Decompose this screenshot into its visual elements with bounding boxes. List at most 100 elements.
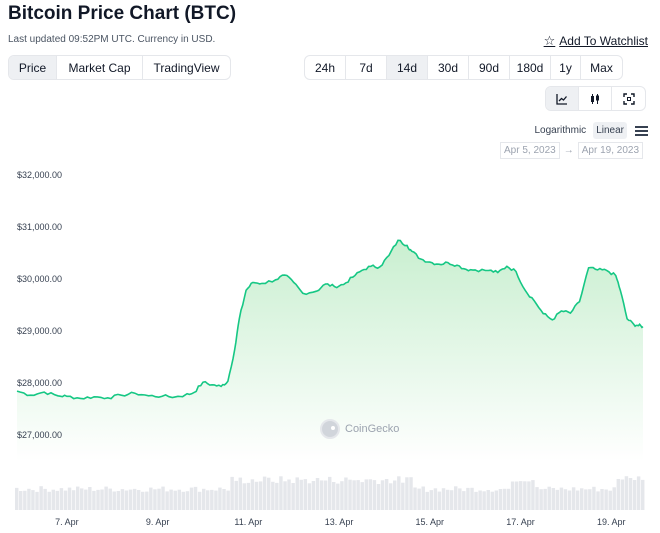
volume-bar (100, 489, 104, 510)
volume-bar (210, 489, 214, 510)
scale-linear[interactable]: Linear (593, 122, 627, 139)
volume-bar (222, 489, 226, 510)
volume-bar (437, 491, 442, 510)
fullscreen-button[interactable] (612, 87, 645, 110)
volume-bar (189, 487, 194, 510)
volume-bar (104, 486, 108, 510)
volume-bar (88, 487, 92, 510)
volume-bar (35, 491, 39, 510)
volume-bar (169, 489, 173, 510)
range-max[interactable]: Max (590, 60, 613, 75)
x-tick-label: 9. Apr (146, 517, 170, 527)
volume-bar (165, 491, 169, 510)
y-tick-label: $32,000.00 (17, 170, 62, 180)
volume-bar (397, 476, 401, 510)
volume-bar (161, 486, 165, 510)
volume-bar (449, 490, 454, 510)
y-tick-label: $30,000.00 (17, 274, 62, 284)
scale-toggle: Logarithmic Linear (531, 122, 648, 139)
volume-bar (384, 479, 389, 510)
volume-bar (596, 491, 600, 510)
volume-bar (588, 489, 592, 510)
volume-bars (15, 476, 645, 510)
volume-bar (307, 483, 312, 510)
volume-bar (620, 479, 625, 510)
volume-bar (636, 476, 641, 510)
volume-bar (128, 489, 133, 510)
price-chart[interactable]: $32,000.00 $31,000.00 $30,000.00 $29,000.00… (0, 160, 660, 533)
volume-bar (401, 482, 405, 510)
volume-bar (478, 490, 482, 510)
volume-bar (462, 491, 466, 510)
volume-bar (413, 487, 417, 510)
volume-bar (543, 488, 547, 510)
volume-bar (67, 487, 72, 510)
date-to-input[interactable]: Apr 19, 2023 (577, 142, 643, 159)
volume-bar (185, 491, 190, 510)
volume-bar (527, 481, 531, 510)
volume-bar (254, 481, 259, 510)
volume-bar (315, 478, 320, 510)
volume-bar (641, 479, 645, 510)
volume-bar (287, 479, 291, 510)
volume-bar (600, 489, 604, 510)
range-180d[interactable]: 180d (510, 56, 551, 79)
volume-bar (328, 476, 332, 510)
volume-bar (51, 489, 56, 510)
volume-bar (141, 491, 145, 510)
range-14d[interactable]: 14d (387, 56, 428, 79)
volume-bar (445, 489, 450, 510)
candlestick-button[interactable] (579, 87, 612, 110)
tab-tradingview[interactable]: TradingView (153, 60, 220, 75)
add-to-watchlist-link[interactable]: ☆ Add To Watchlist (544, 33, 648, 49)
volume-bar (262, 476, 267, 510)
volume-bar (567, 490, 572, 510)
range-30d[interactable]: 30d (428, 56, 469, 79)
volume-bar (157, 488, 161, 510)
range-24h[interactable]: 24h (305, 56, 346, 79)
volume-bar (474, 491, 478, 510)
volume-bar (71, 490, 76, 510)
range-7d[interactable]: 7d (346, 56, 387, 79)
volume-bar (177, 489, 182, 510)
volume-bar (393, 480, 397, 510)
volume-bar (486, 490, 490, 510)
volume-bar (470, 487, 474, 510)
volume-bar (364, 479, 369, 510)
hamburger-menu-icon[interactable] (635, 124, 648, 138)
volume-bar (267, 477, 271, 510)
volume-bar (425, 491, 429, 510)
volume-bar (319, 480, 324, 510)
y-tick-label: $31,000.00 (17, 222, 62, 232)
tab-market-cap[interactable]: Market Cap (57, 56, 143, 79)
volume-bar (421, 486, 425, 510)
volume-bar (153, 489, 157, 510)
range-1y[interactable]: 1y (551, 56, 581, 79)
volume-bar (132, 488, 137, 510)
tab-price[interactable]: Price (9, 56, 57, 79)
volume-bar (332, 482, 336, 510)
volume-bar (498, 489, 503, 510)
volume-bar (336, 483, 340, 510)
volume-bar (502, 488, 507, 510)
volume-bar (482, 491, 486, 510)
volume-bar (490, 491, 495, 510)
volume-bar (376, 484, 381, 510)
coingecko-watermark: CoinGecko (320, 419, 399, 439)
date-from-input[interactable]: Apr 5, 2023 (500, 142, 560, 159)
volume-bar (303, 479, 308, 510)
volume-bar (624, 476, 629, 510)
volume-bar (510, 481, 515, 510)
x-tick-label: 17. Apr (506, 517, 535, 527)
volume-bar (124, 490, 129, 510)
volume-bar (23, 490, 27, 510)
range-90d[interactable]: 90d (469, 56, 510, 79)
volume-bar (47, 491, 51, 510)
volume-bar (458, 488, 462, 510)
volume-bar (604, 489, 608, 510)
volume-bar (559, 487, 564, 510)
line-chart-button[interactable] (546, 87, 579, 110)
volume-bar (96, 489, 100, 510)
volume-bar (580, 488, 584, 510)
scale-logarithmic[interactable]: Logarithmic (534, 125, 587, 136)
